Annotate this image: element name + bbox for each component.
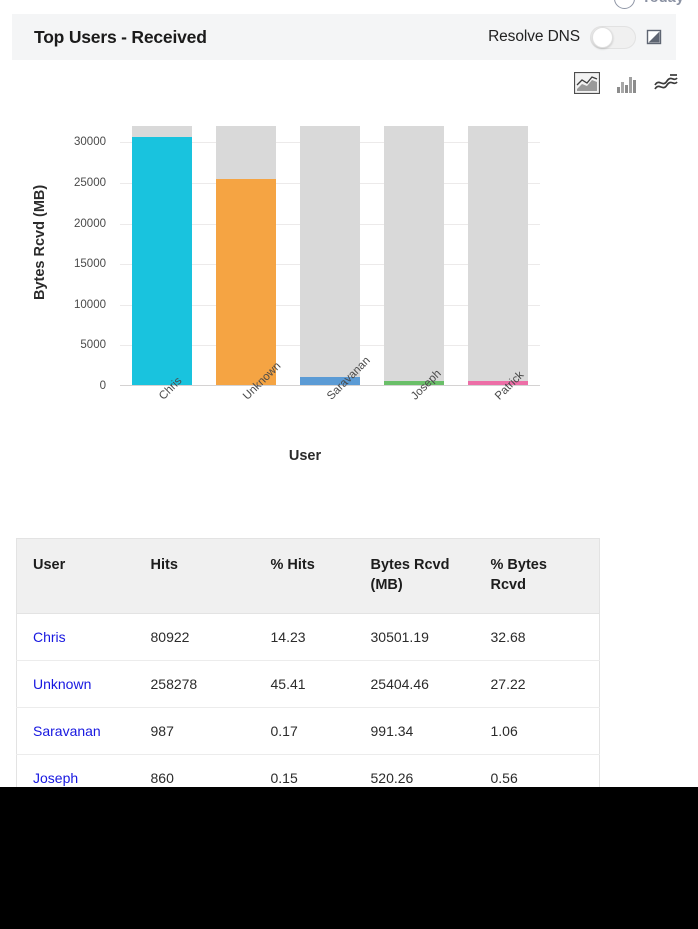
- y-axis-tick-label: 5000: [80, 339, 106, 352]
- cell-user[interactable]: Unknown: [16, 660, 135, 709]
- table-row: Chris 80922 14.23 30501.19 32.68: [16, 613, 600, 662]
- chart-type-toolbar: [573, 71, 678, 95]
- cell-bytes-rcvd: 991.34: [354, 707, 475, 756]
- bar-value[interactable]: [131, 137, 193, 385]
- cell-pct-bytes-rcvd: 27.22: [474, 660, 600, 709]
- user-link[interactable]: Chris: [33, 629, 66, 646]
- x-axis-title: User: [288, 448, 322, 464]
- page-title: Top Users - Received: [34, 26, 207, 47]
- y-axis-tick-label: 0: [99, 380, 106, 392]
- y-axis-tick-label: 20000: [74, 217, 106, 230]
- bar-column[interactable]: [467, 126, 529, 386]
- bar-value[interactable]: [467, 381, 529, 385]
- y-axis-tick-label: 30000: [74, 136, 106, 149]
- top-users-table: User Hits % Hits Bytes Rcvd (MB) % Bytes R…: [16, 538, 600, 787]
- y-axis-tick-label: 25000: [74, 176, 106, 189]
- y-axis-tick-label: 15000: [74, 258, 106, 271]
- bar-column[interactable]: [383, 126, 445, 386]
- bar-value[interactable]: [299, 376, 361, 385]
- user-link[interactable]: Joseph: [33, 770, 79, 787]
- y-axis-ticks: 0 5000 10000 15000 20000 25000 30000: [58, 110, 112, 392]
- user-link[interactable]: Saravanan: [33, 723, 101, 740]
- table-body: Chris 80922 14.23 30501.19 32.68 Unknown 25827…: [16, 613, 600, 787]
- bar-track: [467, 126, 529, 385]
- cell-hits: 80922: [134, 613, 255, 662]
- column-header-pct-bytes-rcvd[interactable]: % Bytes Rcvd: [474, 538, 600, 615]
- bar-value[interactable]: [215, 178, 277, 385]
- cell-pct-bytes-rcvd: 1.06: [474, 707, 600, 756]
- header-controls: Resolve DNS: [488, 25, 662, 49]
- x-axis-line: [120, 385, 540, 386]
- cell-pct-hits: 14.23: [254, 613, 355, 662]
- y-axis-title: Bytes Rcvd (MB): [32, 184, 48, 300]
- toggle-knob: [592, 26, 613, 48]
- cell-user[interactable]: Saravanan: [16, 707, 135, 756]
- bar-track: [383, 126, 445, 385]
- cell-bytes-rcvd: 520.26: [354, 754, 475, 787]
- cell-user[interactable]: Chris: [16, 613, 135, 662]
- radio-button-unselected-icon[interactable]: [613, 0, 635, 9]
- bar-column[interactable]: [215, 126, 277, 386]
- page-viewport: Today Top Users - Received Resolve DNS: [0, 0, 698, 787]
- user-link[interactable]: Unknown: [33, 676, 92, 693]
- cell-hits: 987: [134, 707, 255, 756]
- y-axis-tick-label: 10000: [74, 298, 106, 311]
- cell-pct-hits: 45.41: [254, 660, 355, 709]
- column-header-user[interactable]: User: [16, 538, 135, 615]
- line-chart-icon[interactable]: [654, 72, 678, 94]
- bar-column[interactable]: [299, 126, 361, 386]
- date-range-radio-row: Today: [0, 0, 698, 10]
- cell-pct-bytes-rcvd: 32.68: [474, 613, 600, 662]
- column-header-bytes-rcvd[interactable]: Bytes Rcvd (MB): [354, 538, 475, 615]
- card-header: Top Users - Received Resolve DNS: [12, 14, 676, 60]
- plot-area: Chris Unknown Saravanan Joseph Patrick: [120, 126, 540, 402]
- cell-pct-hits: 0.17: [254, 707, 355, 756]
- table-row: Saravanan 987 0.17 991.34 1.06: [16, 707, 600, 756]
- table-header-row: User Hits % Hits Bytes Rcvd (MB) % Bytes R…: [16, 538, 600, 615]
- cell-hits: 258278: [134, 660, 255, 709]
- cell-bytes-rcvd: 25404.46: [354, 660, 475, 709]
- bar-value[interactable]: [383, 380, 445, 385]
- table-row: Unknown 258278 45.41 25404.46 27.22: [16, 660, 600, 709]
- column-header-pct-hits[interactable]: % Hits: [254, 538, 355, 615]
- date-range-today-label[interactable]: Today: [642, 0, 684, 6]
- cell-pct-bytes-rcvd: 0.56: [474, 754, 600, 787]
- collapse-panel-icon[interactable]: [646, 29, 662, 45]
- resolve-dns-toggle[interactable]: [590, 25, 636, 49]
- cell-user[interactable]: Joseph: [16, 754, 135, 787]
- area-chart-icon[interactable]: [573, 71, 601, 95]
- bar-chart-icon[interactable]: [616, 72, 638, 94]
- table-row: Joseph 860 0.15 520.26 0.56: [16, 754, 600, 787]
- cell-pct-hits: 0.15: [254, 754, 355, 787]
- bar-chart: Bytes Rcvd (MB) 0 5000 10000 15000 20000 2500…: [0, 110, 610, 624]
- column-header-hits[interactable]: Hits: [134, 538, 255, 615]
- cell-hits: 860: [134, 754, 255, 787]
- cell-bytes-rcvd: 30501.19: [354, 613, 475, 662]
- bar-track: [299, 126, 361, 385]
- bar-column[interactable]: [131, 126, 193, 386]
- resolve-dns-label: Resolve DNS: [488, 28, 580, 45]
